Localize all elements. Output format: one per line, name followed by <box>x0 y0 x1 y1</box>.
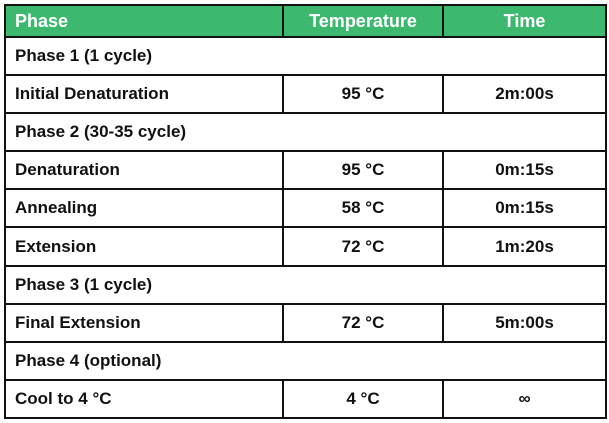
temperature: 58 °C <box>282 188 444 229</box>
time: ∞ <box>442 378 607 420</box>
step-name: Final Extension <box>4 302 284 343</box>
time: 0m:15s <box>442 188 607 229</box>
section-title: Phase 1 (1 cycle) <box>4 35 607 77</box>
temperature: 4 °C <box>282 378 444 420</box>
section-title: Phase 3 (1 cycle) <box>4 264 607 305</box>
temperature: 72 °C <box>282 226 444 267</box>
section-title: Phase 2 (30-35 cycle) <box>4 112 607 153</box>
step-row: Cool to 4 °C 4 °C ∞ <box>4 378 607 420</box>
section-row: Phase 2 (30-35 cycle) <box>4 112 607 153</box>
section-row: Phase 1 (1 cycle) <box>4 35 607 77</box>
step-row: Denaturation 95 °C 0m:15s <box>4 150 607 191</box>
step-row: Extension 72 °C 1m:20s <box>4 226 607 267</box>
section-row: Phase 4 (optional) <box>4 340 607 381</box>
temperature: 95 °C <box>282 74 444 115</box>
step-name: Cool to 4 °C <box>4 378 284 420</box>
header-cell: Temperature <box>282 4 444 38</box>
time: 5m:00s <box>442 302 607 343</box>
step-row: Initial Denaturation 95 °C 2m:00s <box>4 74 607 115</box>
header-cell: Phase <box>4 4 284 38</box>
header-cell: Time <box>442 4 607 38</box>
time: 0m:15s <box>442 150 607 191</box>
step-name: Extension <box>4 226 284 267</box>
step-name: Initial Denaturation <box>4 74 284 115</box>
time: 2m:00s <box>442 74 607 115</box>
step-row: Annealing 58 °C 0m:15s <box>4 188 607 229</box>
step-name: Annealing <box>4 188 284 229</box>
step-row: Final Extension 72 °C 5m:00s <box>4 302 607 343</box>
section-title: Phase 4 (optional) <box>4 340 607 381</box>
time: 1m:20s <box>442 226 607 267</box>
pcr-table: Phase Temperature Time Phase 1 (1 cycle)… <box>4 4 607 420</box>
temperature: 72 °C <box>282 302 444 343</box>
section-row: Phase 3 (1 cycle) <box>4 264 607 305</box>
table-body: Phase 1 (1 cycle) Initial Denaturation 95 … <box>4 35 607 420</box>
step-name: Denaturation <box>4 150 284 191</box>
temperature: 95 °C <box>282 150 444 191</box>
header-row: Phase Temperature Time <box>4 4 607 38</box>
